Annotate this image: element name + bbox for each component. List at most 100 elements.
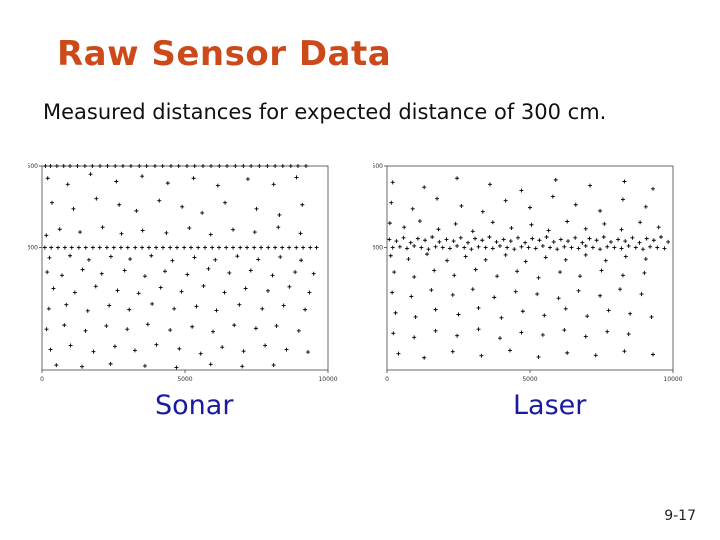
sonar-y-tick-label: 300 xyxy=(28,245,38,252)
sonar-data-point xyxy=(245,177,250,182)
sonar-data-point xyxy=(108,361,113,366)
sonar-data-point xyxy=(243,286,248,291)
sonar-data-point xyxy=(133,245,138,250)
sonar-data-point xyxy=(203,245,208,250)
laser-data-point xyxy=(638,220,643,225)
sonar-data-point xyxy=(192,164,197,168)
laser-data-point xyxy=(650,186,655,191)
sonar-data-point xyxy=(196,245,201,250)
sonar-data-point xyxy=(201,164,206,168)
sonar-data-point xyxy=(125,327,130,332)
sonar-data-point xyxy=(276,225,281,230)
sonar-data-point xyxy=(57,227,62,232)
sonar-data-point xyxy=(65,182,70,187)
laser-data-point xyxy=(480,238,485,243)
laser-data-point xyxy=(583,243,588,248)
sonar-data-point xyxy=(99,271,104,276)
laser-data-point xyxy=(602,221,607,226)
sonar-data-point xyxy=(172,306,177,311)
sonar-data-point xyxy=(107,303,112,308)
sonar-data-point xyxy=(182,245,187,250)
sonar-data-point xyxy=(231,227,236,232)
laser-data-point xyxy=(566,239,571,244)
laser-data-point xyxy=(622,179,627,184)
sonar-data-point xyxy=(78,230,83,235)
sonar-data-point xyxy=(278,254,283,259)
laser-data-point xyxy=(430,234,435,239)
sonar-data-point xyxy=(115,288,120,293)
laser-data-point xyxy=(562,244,567,249)
sonar-plot-svg: 0 5000 10000 300 500 xyxy=(28,163,338,383)
sonar-data-point xyxy=(252,230,257,235)
laser-data-point xyxy=(387,237,392,242)
sonar-data-point xyxy=(83,328,88,333)
sonar-data-point xyxy=(299,258,304,263)
laser-data-point xyxy=(391,331,396,336)
sonar-data-point xyxy=(245,245,250,250)
laser-data-point xyxy=(601,234,606,239)
laser-data-point xyxy=(550,194,555,199)
sonar-data-point xyxy=(120,164,125,168)
laser-data-point xyxy=(497,336,502,341)
sonar-data-point xyxy=(83,245,88,250)
sonar-data-point xyxy=(222,290,227,295)
sonar-data-point xyxy=(90,164,95,168)
sonar-data-point xyxy=(277,212,282,217)
sonar-data-point xyxy=(105,164,110,168)
laser-data-point xyxy=(462,245,467,250)
laser-data-point xyxy=(605,244,610,249)
laser-data-point xyxy=(623,239,628,244)
sonar-data-point xyxy=(98,164,103,168)
laser-data-point xyxy=(417,219,422,224)
laser-data-point xyxy=(546,228,551,233)
sonar-data-point xyxy=(208,232,213,237)
sonar-data-point xyxy=(314,245,319,250)
sonar-data-point xyxy=(265,164,270,168)
sonar-data-point xyxy=(85,308,90,313)
sonar-data-point xyxy=(97,245,102,250)
laser-data-point xyxy=(390,180,395,185)
sonar-data-point xyxy=(248,268,253,273)
sonar-data-point xyxy=(303,307,308,312)
sonar-data-point xyxy=(93,284,98,289)
sonar-data-point xyxy=(125,245,130,250)
laser-x-tick-label: 5000 xyxy=(522,376,537,383)
laser-data-point xyxy=(456,312,461,317)
laser-data-point xyxy=(387,221,392,226)
laser-data-point xyxy=(494,239,499,244)
laser-data-point xyxy=(393,310,398,315)
sonar-data-point xyxy=(75,164,80,168)
sonar-data-point xyxy=(217,245,222,250)
sonar-data-point xyxy=(168,164,173,168)
sonar-data-point xyxy=(280,164,285,168)
laser-data-point xyxy=(558,237,563,242)
sonar-data-point xyxy=(281,303,286,308)
laser-data-point xyxy=(666,239,671,244)
laser-data-point xyxy=(594,238,599,243)
laser-data-point xyxy=(544,234,549,239)
sonar-data-point xyxy=(140,245,145,250)
sonar-data-point xyxy=(68,164,73,168)
sonar-data-point xyxy=(122,268,127,273)
laser-y-tick-label: 500 xyxy=(373,163,383,170)
sonar-data-point xyxy=(45,270,50,275)
sonar-data-point xyxy=(253,326,258,331)
sonar-data-point xyxy=(45,176,50,181)
laser-data-point xyxy=(473,267,478,272)
laser-scatter-plot: 0 5000 10000 300 500 xyxy=(373,158,688,388)
laser-data-point xyxy=(658,234,663,239)
laser-data-point xyxy=(537,238,542,243)
page-number: 9-17 xyxy=(664,508,696,524)
laser-data-point xyxy=(565,350,570,355)
sonar-data-point xyxy=(232,323,237,328)
laser-data-point xyxy=(440,245,445,250)
laser-data-point xyxy=(573,235,578,240)
laser-data-point xyxy=(603,258,608,263)
laser-data-point xyxy=(423,238,428,243)
laser-data-point xyxy=(515,269,520,274)
sonar-x-tick-label: 0 xyxy=(40,376,44,383)
laser-data-point xyxy=(422,355,427,360)
sonar-data-point xyxy=(132,348,137,353)
sonar-data-point xyxy=(69,245,74,250)
sonar-data-point xyxy=(263,343,268,348)
